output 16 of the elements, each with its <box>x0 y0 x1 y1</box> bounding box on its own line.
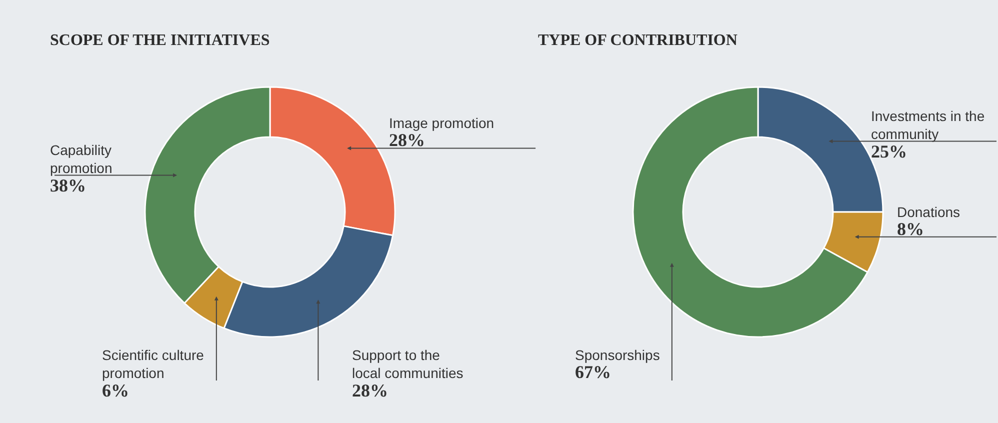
slice-label: Investments in the community <box>871 108 985 142</box>
slice-label: Sponsorships <box>575 347 660 363</box>
data-label: 6% <box>102 380 129 400</box>
slice-label: Image promotion <box>389 115 494 131</box>
chart-title: SCOPE OF THE INITIATIVES <box>50 32 270 49</box>
data-label: 25% <box>871 141 907 162</box>
slice-label: Scientific culture promotion <box>102 347 204 382</box>
data-label: 8% <box>897 219 924 240</box>
data-label: 28% <box>352 380 388 400</box>
data-label: 67% <box>575 362 611 382</box>
chart-title: TYPE OF CONTRIBUTION <box>538 32 738 49</box>
data-label: 38% <box>50 175 86 196</box>
slice-label: Donations <box>897 204 960 220</box>
data-label: 28% <box>389 130 425 150</box>
slice-label: Capability promotion <box>50 142 112 176</box>
slice-label: Support to the local communities <box>352 347 464 382</box>
